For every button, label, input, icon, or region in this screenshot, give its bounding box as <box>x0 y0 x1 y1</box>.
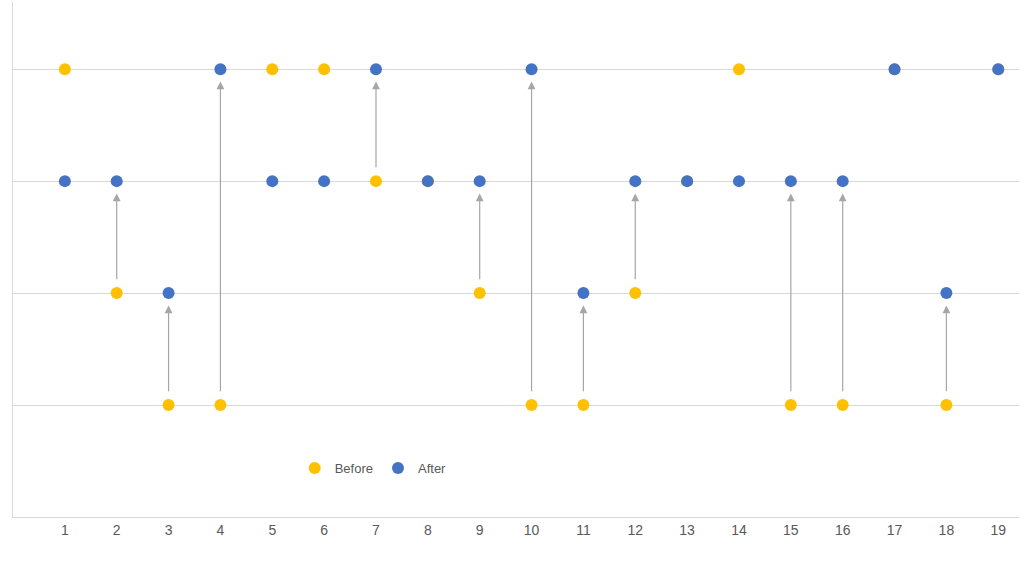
svg-text:11: 11 <box>576 522 591 538</box>
svg-text:9: 9 <box>476 522 484 538</box>
svg-text:17: 17 <box>887 522 903 538</box>
svg-text:7: 7 <box>372 522 380 538</box>
svg-text:19: 19 <box>990 522 1006 538</box>
svg-text:Before: Before <box>335 461 373 476</box>
svg-text:8: 8 <box>424 522 432 538</box>
svg-text:3: 3 <box>165 522 173 538</box>
svg-text:6: 6 <box>320 522 328 538</box>
svg-text:5: 5 <box>268 522 276 538</box>
svg-text:16: 16 <box>835 522 851 538</box>
svg-text:10: 10 <box>524 522 540 538</box>
svg-text:14: 14 <box>731 522 747 538</box>
svg-text:1: 1 <box>61 522 69 538</box>
svg-text:4: 4 <box>217 522 225 538</box>
svg-text:13: 13 <box>679 522 695 538</box>
svg-text:15: 15 <box>783 522 799 538</box>
svg-text:After: After <box>418 461 446 476</box>
svg-text:12: 12 <box>627 522 643 538</box>
svg-text:2: 2 <box>113 522 121 538</box>
svg-text:18: 18 <box>939 522 955 538</box>
